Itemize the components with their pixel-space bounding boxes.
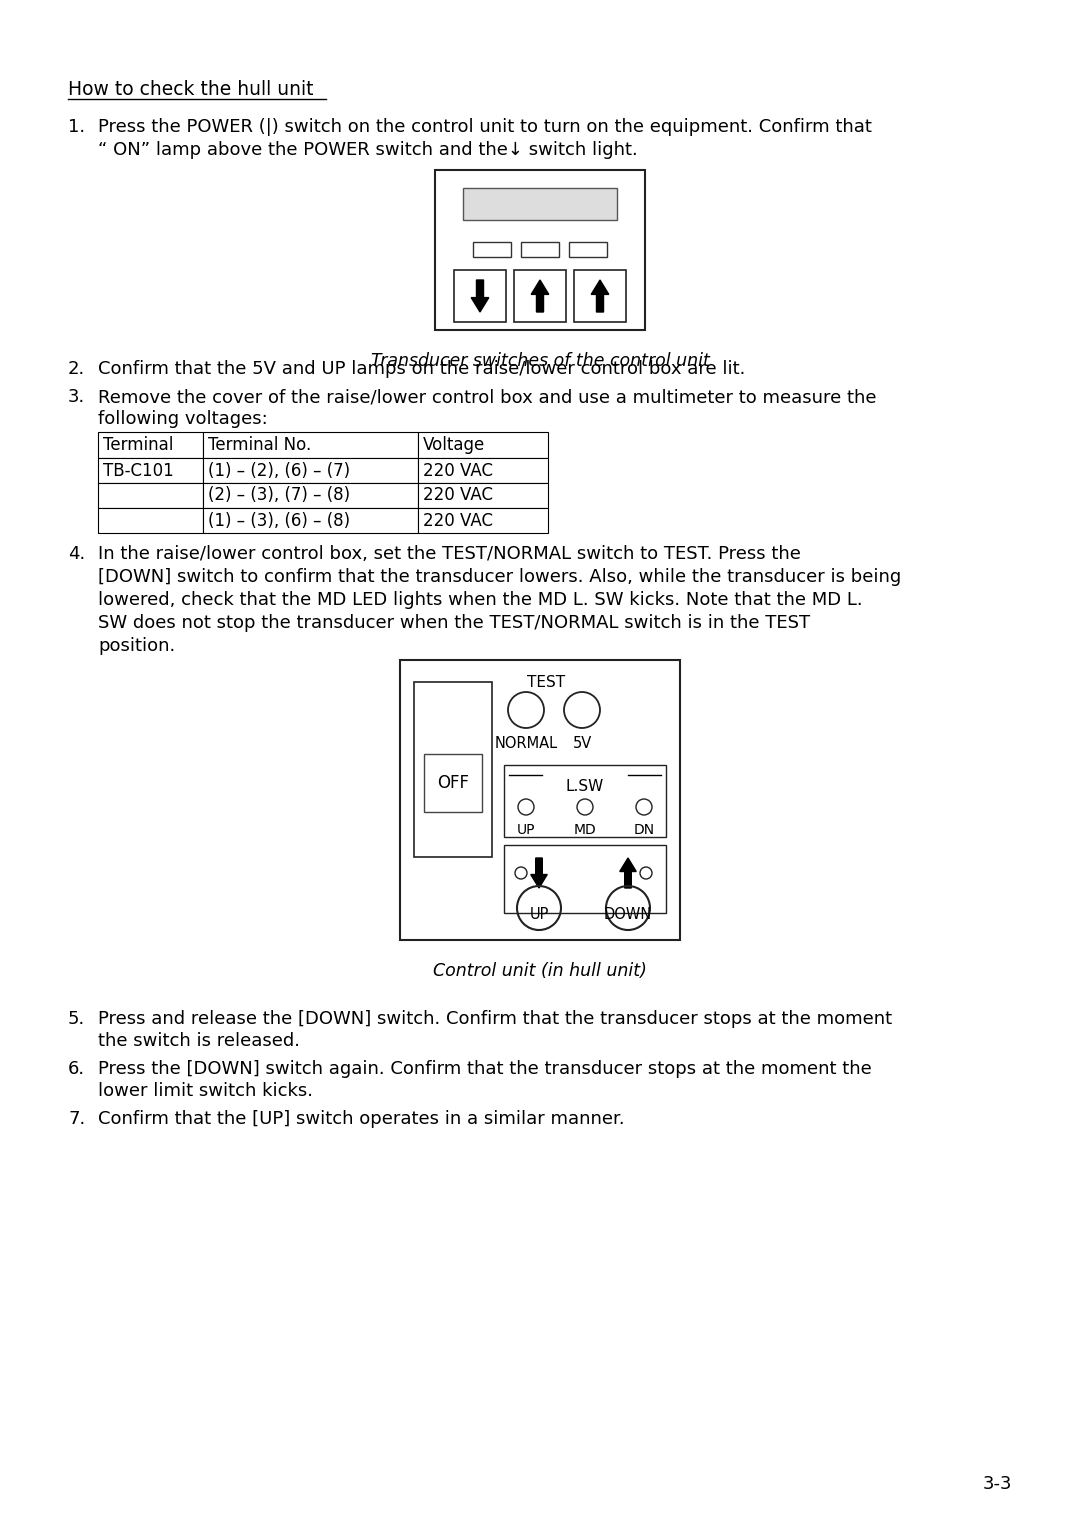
Text: UP: UP — [516, 823, 536, 837]
Text: 1.: 1. — [68, 118, 85, 136]
Bar — [521, 241, 559, 257]
Text: Voltage: Voltage — [423, 437, 485, 454]
Text: Terminal No.: Terminal No. — [208, 437, 311, 454]
Text: following voltages:: following voltages: — [98, 411, 268, 428]
Text: NORMAL: NORMAL — [495, 736, 557, 751]
Bar — [424, 754, 482, 812]
Text: “ ON” lamp above the POWER switch and the↓ switch light.: “ ON” lamp above the POWER switch and th… — [98, 140, 638, 159]
Text: DN: DN — [634, 823, 654, 837]
Bar — [573, 270, 626, 322]
Text: 220 VAC: 220 VAC — [423, 461, 492, 479]
Text: (2) – (3), (7) – (8): (2) – (3), (7) – (8) — [208, 487, 350, 504]
Text: lowered, check that the MD LED lights when the MD L. SW kicks. Note that the MD : lowered, check that the MD LED lights wh… — [98, 591, 863, 609]
Bar — [454, 270, 507, 322]
Bar — [414, 683, 492, 857]
Polygon shape — [620, 858, 636, 889]
Text: Remove the cover of the raise/lower control box and use a multimeter to measure : Remove the cover of the raise/lower cont… — [98, 388, 877, 406]
Text: TB-C101: TB-C101 — [103, 461, 174, 479]
Bar — [569, 241, 607, 257]
Polygon shape — [530, 858, 548, 889]
Bar — [504, 844, 666, 913]
Text: position.: position. — [98, 637, 175, 655]
Text: DOWN: DOWN — [604, 907, 652, 922]
Text: SW does not stop the transducer when the TEST/NORMAL switch is in the TEST: SW does not stop the transducer when the… — [98, 614, 810, 632]
Bar — [98, 508, 203, 533]
Text: TEST: TEST — [527, 675, 565, 690]
Text: Press the [DOWN] switch again. Confirm that the transducer stops at the moment t: Press the [DOWN] switch again. Confirm t… — [98, 1060, 872, 1078]
Bar — [418, 508, 548, 533]
Text: Control unit (in hull unit): Control unit (in hull unit) — [433, 962, 647, 980]
Polygon shape — [471, 279, 489, 312]
Text: Confirm that the [UP] switch operates in a similar manner.: Confirm that the [UP] switch operates in… — [98, 1110, 624, 1128]
Text: (1) – (2), (6) – (7): (1) – (2), (6) – (7) — [208, 461, 350, 479]
Text: 3.: 3. — [68, 388, 85, 406]
Bar — [418, 458, 548, 483]
Bar — [463, 188, 617, 220]
Text: 220 VAC: 220 VAC — [423, 512, 492, 530]
Bar — [203, 432, 418, 458]
Text: 2.: 2. — [68, 360, 85, 379]
Text: Transducer switches of the control unit: Transducer switches of the control unit — [370, 353, 710, 370]
Bar — [203, 483, 418, 508]
Text: lower limit switch kicks.: lower limit switch kicks. — [98, 1083, 313, 1099]
Bar — [98, 432, 203, 458]
Bar — [504, 765, 666, 837]
Text: Terminal: Terminal — [103, 437, 174, 454]
Text: 5V: 5V — [572, 736, 592, 751]
Text: L.SW: L.SW — [566, 779, 604, 794]
Bar — [400, 660, 680, 941]
Bar — [514, 270, 566, 322]
Text: 4.: 4. — [68, 545, 85, 563]
Text: Confirm that the 5V and UP lamps on the raise/lower control box are lit.: Confirm that the 5V and UP lamps on the … — [98, 360, 745, 379]
Text: 6.: 6. — [68, 1060, 85, 1078]
Text: 5.: 5. — [68, 1009, 85, 1028]
Text: How to check the hull unit: How to check the hull unit — [68, 79, 313, 99]
Bar — [473, 241, 511, 257]
Bar — [98, 458, 203, 483]
Text: In the raise/lower control box, set the TEST/NORMAL switch to TEST. Press the: In the raise/lower control box, set the … — [98, 545, 801, 563]
Bar — [435, 169, 645, 330]
Text: UP: UP — [529, 907, 549, 922]
Text: [DOWN] switch to confirm that the transducer lowers. Also, while the transducer : [DOWN] switch to confirm that the transd… — [98, 568, 901, 586]
Polygon shape — [591, 279, 609, 312]
Text: Press the POWER (|) switch on the control unit to turn on the equipment. Confirm: Press the POWER (|) switch on the contro… — [98, 118, 872, 136]
Bar — [203, 508, 418, 533]
Bar — [418, 483, 548, 508]
Bar — [203, 458, 418, 483]
Text: 220 VAC: 220 VAC — [423, 487, 492, 504]
Text: (1) – (3), (6) – (8): (1) – (3), (6) – (8) — [208, 512, 350, 530]
Text: the switch is released.: the switch is released. — [98, 1032, 300, 1051]
Text: 3-3: 3-3 — [983, 1475, 1012, 1493]
Polygon shape — [531, 279, 549, 312]
Bar — [98, 483, 203, 508]
Bar — [418, 432, 548, 458]
Text: MD: MD — [573, 823, 596, 837]
Text: 7.: 7. — [68, 1110, 85, 1128]
Text: Press and release the [DOWN] switch. Confirm that the transducer stops at the mo: Press and release the [DOWN] switch. Con… — [98, 1009, 892, 1028]
Text: OFF: OFF — [437, 774, 469, 793]
